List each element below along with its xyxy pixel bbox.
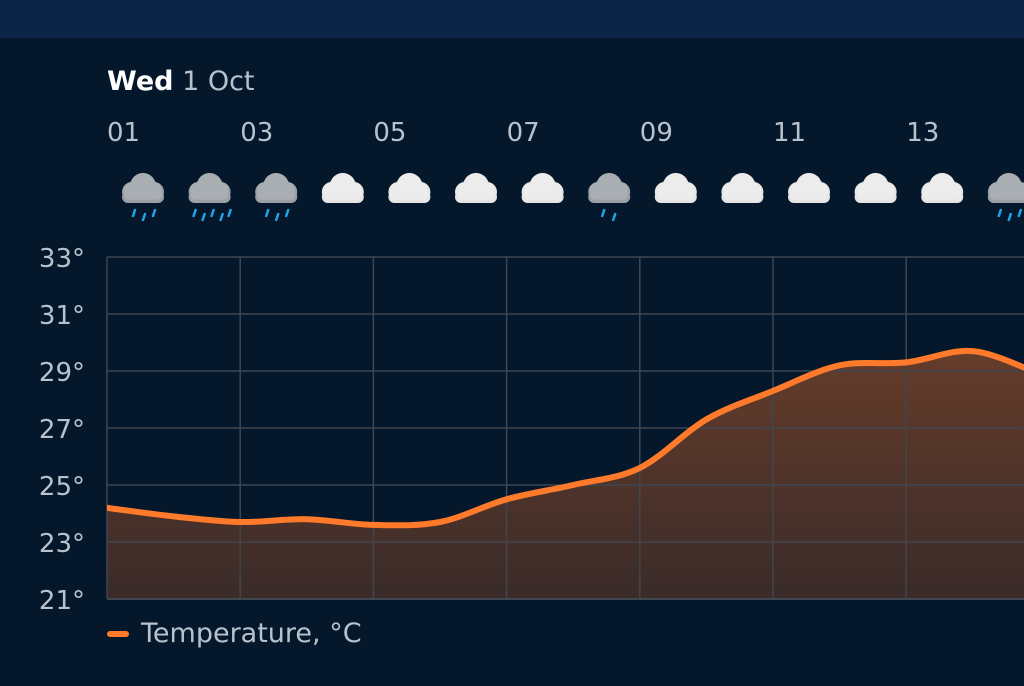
cloud-icon <box>455 172 497 203</box>
y-tick-label: 29° <box>39 358 85 388</box>
legend-swatch-temperature <box>107 630 129 637</box>
cloud-icon <box>921 172 964 203</box>
temperature-area <box>107 350 1024 599</box>
x-tick-label: 09 <box>640 118 673 148</box>
chart-legend: Temperature, °C <box>107 618 362 649</box>
x-tick-label: 05 <box>373 118 406 148</box>
day-label: Wed <box>107 66 174 97</box>
light-rain-icon <box>122 172 164 222</box>
x-tick-label: 11 <box>773 118 806 148</box>
drizzle-icon <box>588 172 631 222</box>
cloud-icon <box>521 172 564 203</box>
rain-icon <box>188 172 232 222</box>
y-tick-label: 33° <box>39 244 85 274</box>
x-tick-label: 01 <box>107 118 140 148</box>
cloud-icon <box>721 172 764 203</box>
light-rain-icon <box>987 172 1024 222</box>
light-rain-icon <box>255 172 298 222</box>
cloud-icon <box>788 172 830 203</box>
cloud-icon <box>321 172 364 203</box>
x-tick-label: 03 <box>240 118 273 148</box>
y-tick-label: 21° <box>39 586 85 616</box>
cloud-icon <box>654 172 697 203</box>
y-tick-label: 25° <box>39 472 85 502</box>
cloud-icon <box>854 172 897 203</box>
legend-label-temperature: Temperature, °C <box>141 618 362 649</box>
temperature-line <box>107 347 1024 529</box>
y-tick-label: 23° <box>39 529 85 559</box>
date-label: 1 Oct <box>182 66 255 97</box>
x-tick-label: 07 <box>507 118 540 148</box>
y-tick-label: 27° <box>39 415 85 445</box>
weather-icons-row <box>122 172 1024 222</box>
y-tick-label: 31° <box>39 301 85 331</box>
cloud-icon <box>388 172 431 203</box>
x-tick-label: 13 <box>906 118 939 148</box>
date-header: Wed 1 Oct <box>107 66 255 97</box>
top-bar <box>0 0 1024 38</box>
